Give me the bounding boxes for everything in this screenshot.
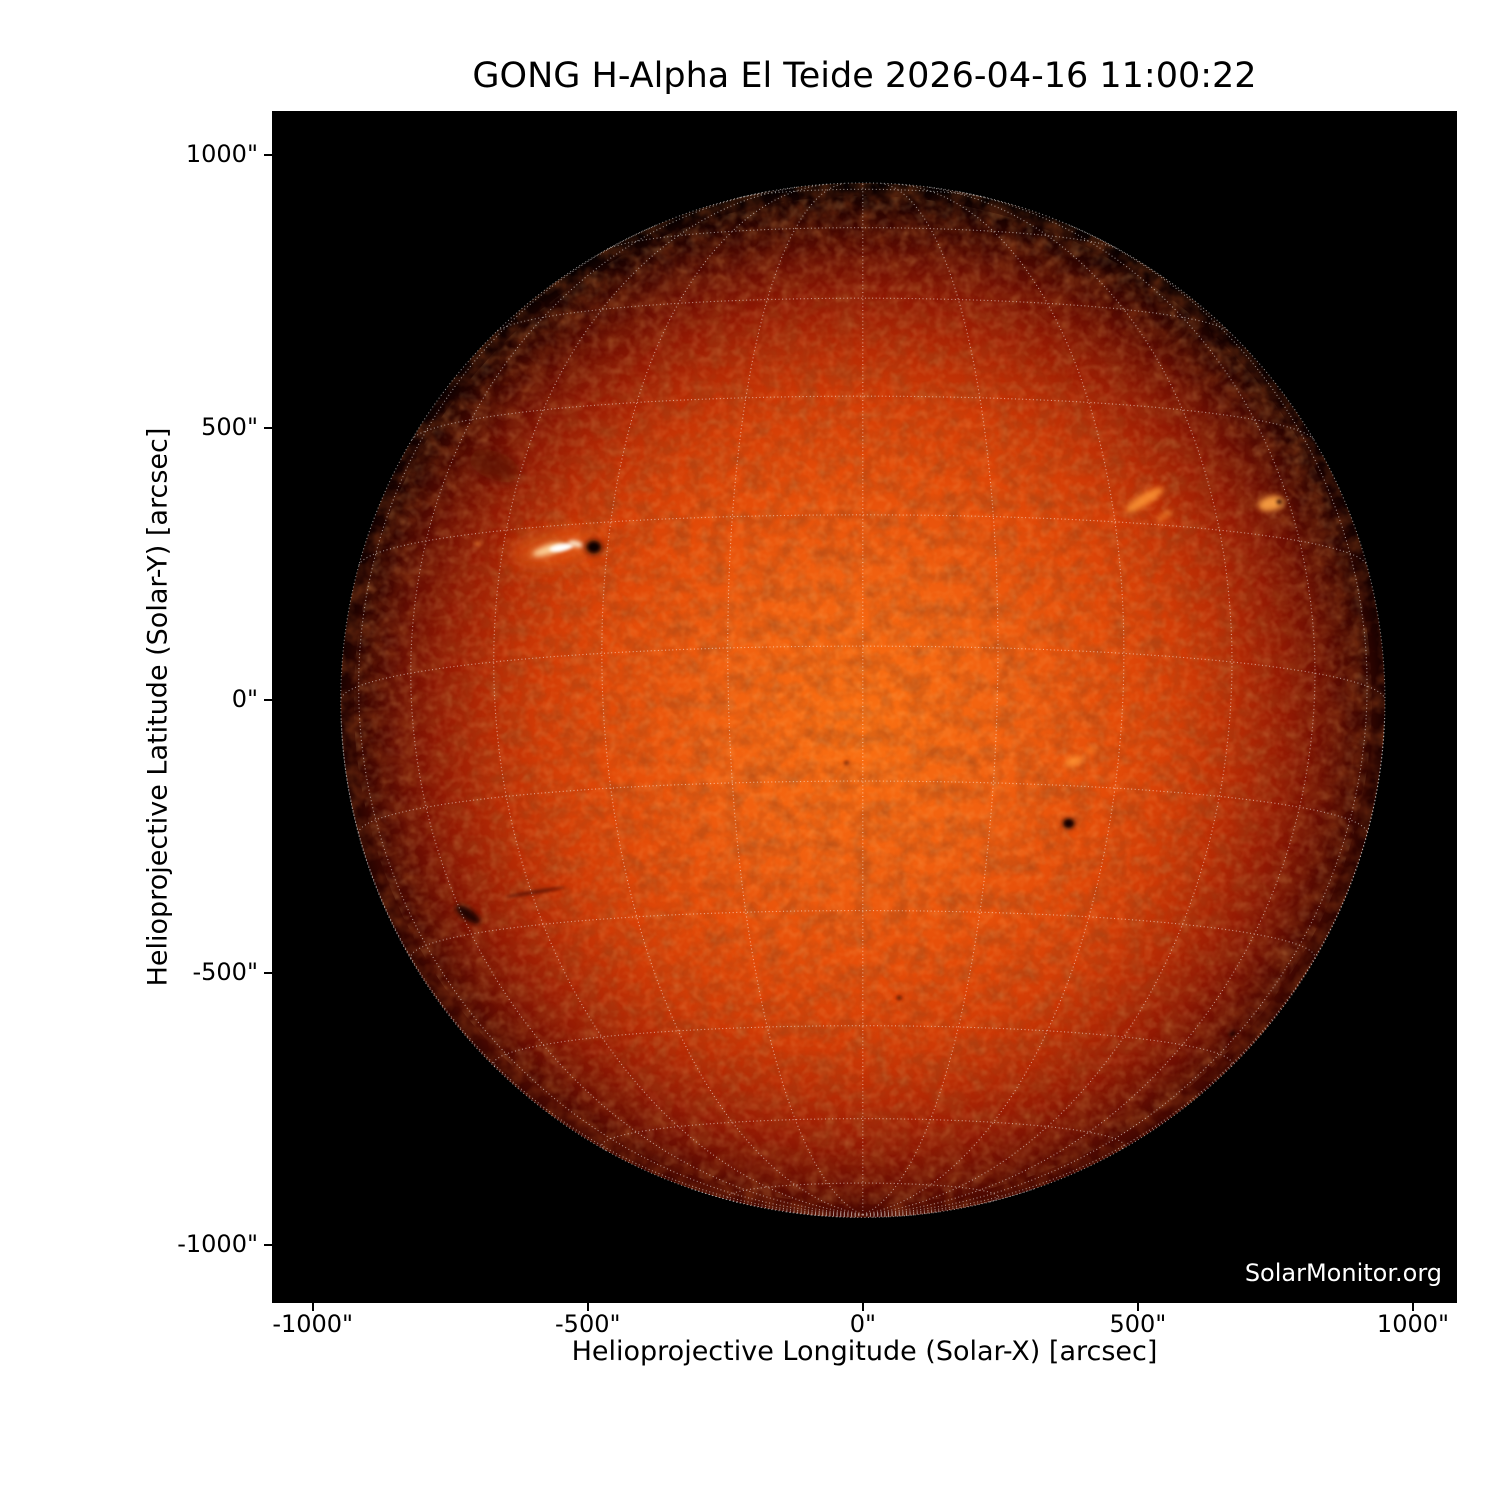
latitude-line bbox=[493, 1025, 1233, 1067]
longitude-line bbox=[862, 224, 1368, 1216]
longitude-line bbox=[862, 183, 1125, 1216]
longitude-line bbox=[862, 1210, 942, 1216]
longitude-line bbox=[862, 718, 1386, 1216]
longitude-line bbox=[862, 1187, 1036, 1216]
x-tick-label: 0" bbox=[849, 1310, 876, 1338]
plage-core-bright bbox=[549, 543, 574, 552]
y-tick-mark bbox=[264, 154, 272, 157]
longitude-line bbox=[862, 186, 1233, 1216]
longitude-line bbox=[784, 1210, 863, 1216]
solar-limb bbox=[340, 182, 1386, 1218]
watermark: SolarMonitor.org bbox=[1244, 1259, 1442, 1287]
latitude-line bbox=[358, 780, 1368, 834]
longitude-line bbox=[811, 1214, 863, 1217]
sunspot-umbra bbox=[587, 541, 600, 553]
longitude-line bbox=[690, 1187, 863, 1216]
dark-spot-southeast bbox=[1229, 1030, 1236, 1037]
solar-disk-image bbox=[272, 111, 1457, 1303]
y-tick-mark bbox=[264, 426, 272, 429]
plage-small-west bbox=[474, 541, 482, 546]
solar-features bbox=[455, 449, 1284, 1037]
plage-northeast-1b bbox=[1156, 510, 1173, 522]
dark-patch-northwest bbox=[469, 449, 520, 483]
plage-core-east bbox=[568, 540, 584, 548]
y-tick-label: -1000" bbox=[177, 1230, 258, 1259]
filament-southwest-tail bbox=[505, 886, 566, 898]
spot-northeast bbox=[1276, 499, 1283, 504]
y-tick-label: 1000" bbox=[185, 140, 258, 169]
plot-area: SolarMonitor.org bbox=[272, 111, 1457, 1303]
y-tick-label: -500" bbox=[192, 957, 258, 986]
longitude-line bbox=[862, 182, 999, 1216]
dark-dot-south bbox=[896, 995, 902, 1000]
y-tick-label: 500" bbox=[201, 412, 258, 441]
longitude-line bbox=[862, 190, 1316, 1216]
x-tick-label: 500" bbox=[1109, 1310, 1167, 1338]
latitude-line bbox=[607, 227, 1119, 250]
latitude-line bbox=[727, 1182, 999, 1203]
dark-dot-center bbox=[844, 760, 849, 766]
longitude-line bbox=[410, 190, 863, 1216]
x-tick-mark bbox=[1136, 1303, 1139, 1311]
longitude-line bbox=[727, 182, 864, 1216]
y-tick-mark bbox=[264, 1244, 272, 1247]
longitude-line bbox=[862, 1214, 915, 1217]
sunspot-east bbox=[1063, 819, 1074, 828]
x-tick-mark bbox=[1411, 1303, 1414, 1311]
y-tick-mark bbox=[264, 971, 272, 974]
plage-east-mid bbox=[1064, 755, 1083, 767]
x-tick-mark bbox=[586, 1303, 589, 1311]
x-tick-label: -500" bbox=[555, 1310, 621, 1338]
latitude-line bbox=[497, 297, 1229, 332]
y-tick-label: 0" bbox=[231, 685, 258, 714]
x-tick-mark bbox=[311, 1303, 314, 1311]
plage-east-mid-2 bbox=[1084, 746, 1098, 755]
x-tick-label: -1000" bbox=[272, 1310, 354, 1338]
longitude-line bbox=[862, 1214, 878, 1218]
longitude-line bbox=[493, 186, 863, 1216]
filament-southwest bbox=[455, 905, 480, 924]
figure-title: GONG H-Alpha El Teide 2026-04-16 11:00:2… bbox=[472, 56, 1257, 96]
coordinate-grid bbox=[340, 182, 1386, 1218]
longitude-line bbox=[848, 1214, 863, 1218]
x-axis-label: Helioprojective Longitude (Solar-X) [arc… bbox=[571, 1336, 1158, 1367]
longitude-line bbox=[601, 183, 863, 1216]
plage-northeast-2 bbox=[1258, 495, 1284, 512]
plage-northeast-1 bbox=[1125, 486, 1164, 513]
longitude-line bbox=[358, 224, 863, 1216]
x-tick-mark bbox=[861, 1303, 864, 1311]
latitude-line bbox=[410, 910, 1316, 960]
longitude-line bbox=[340, 718, 863, 1216]
y-tick-mark bbox=[264, 699, 272, 702]
x-tick-label: 1000" bbox=[1376, 1310, 1450, 1338]
latitude-line bbox=[340, 645, 1386, 699]
